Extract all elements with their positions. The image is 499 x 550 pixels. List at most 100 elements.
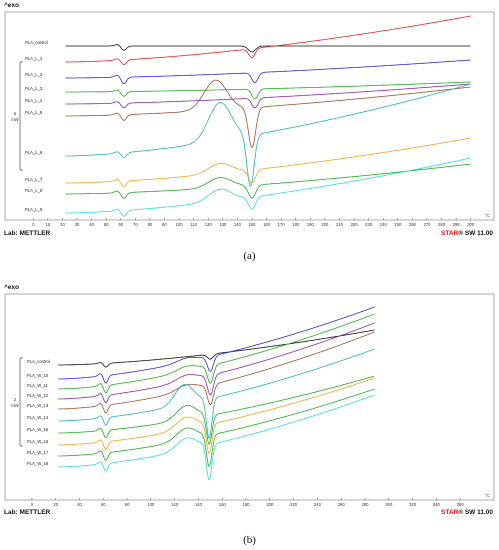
software-label: STAR® SW 11.00 (441, 230, 493, 237)
dsc-curve (58, 322, 375, 404)
caption-b: (b) (243, 534, 256, 546)
dsc-curve (65, 44, 471, 53)
series-label: PLA_W_16 (27, 439, 49, 444)
dsc-curve (58, 329, 375, 368)
series-label: PLA_L_6 (25, 150, 43, 155)
series-label: PLA_L_8 (25, 188, 43, 193)
exo-label: ^exo (4, 2, 19, 9)
dsc-curve (65, 157, 471, 217)
x-tick-label: 360 (457, 502, 465, 507)
x-tick-label: 260 (338, 502, 346, 507)
x-tick-label: 230 (365, 222, 373, 227)
series-label: PLA_L_7 (25, 177, 43, 182)
series-label: PLA_W_17 (27, 450, 49, 455)
x-tick-label: 100 (147, 502, 155, 507)
dsc-curve (65, 79, 471, 149)
x-tick-label: 70 (133, 222, 138, 227)
series-label: PLA_control (25, 40, 48, 45)
exo-label: ^exo (4, 284, 19, 291)
series-label: PLA_W_12 (27, 393, 49, 398)
x-tick-label: 60 (118, 222, 123, 227)
x-tick-label: 160 (219, 502, 227, 507)
x-tick-label: 190 (307, 222, 315, 227)
series-label: PLA_W_15 (27, 427, 49, 432)
x-tick-label: 120 (171, 502, 179, 507)
x-tick-label: 220 (351, 222, 359, 227)
x-tick-label: 130 (219, 222, 227, 227)
scale-bar-unit: mW (11, 117, 18, 122)
x-tick-label: 40 (77, 502, 82, 507)
x-tick-label: 250 (394, 222, 402, 227)
series-label: PLA_W_11 (27, 383, 49, 388)
x-unit-label: °C (485, 493, 490, 498)
x-tick-label: 210 (336, 222, 344, 227)
x-tick-label: 180 (243, 502, 251, 507)
x-tick-label: 60 (101, 502, 106, 507)
x-tick-label: 10 (46, 222, 51, 227)
dsc-curve (58, 394, 375, 481)
x-tick-label: 0 (31, 502, 34, 507)
scale-bar-value: 5 (14, 111, 17, 116)
dsc-panel-a: ^exo 0 10 20 30 40 50 60 70 80 90 100 110 120 130 140 1… (0, 0, 499, 268)
x-tick-label: 50 (104, 222, 109, 227)
series-label: PLA_L_5 (25, 110, 43, 115)
dsc-panel-b: ^exo 0 20 40 60 80 100 120 140 160 180 200 220 240 26… (0, 276, 499, 550)
dsc-curve (58, 306, 375, 384)
dsc-curve (65, 137, 471, 188)
series-label: PLA_W_18 (27, 461, 49, 466)
scale-bar-unit: mW (11, 403, 18, 408)
dsc-curves: PLA_control PLA_L_1 PLA_L_3 PLA_L_3 PLA_L_4 P… (25, 15, 471, 217)
dsc-curve (58, 388, 375, 467)
dsc-curve (58, 375, 375, 445)
scale-bar-value: 2 (14, 397, 17, 402)
dsc-curve (58, 331, 375, 414)
x-tick-label: 30 (75, 222, 80, 227)
x-tick-label: 140 (195, 502, 203, 507)
series-label: PLA_L_4 (25, 98, 43, 103)
scale-bar: 2mW (11, 357, 23, 447)
x-tick-label: 0 (32, 222, 35, 227)
x-tick-label: 20 (53, 502, 58, 507)
x-tick-label: 170 (278, 222, 286, 227)
x-tick-label: 200 (321, 222, 329, 227)
x-tick-label: 40 (89, 222, 94, 227)
plot-frame (4, 11, 495, 221)
dsc-curve (58, 313, 375, 394)
series-label: PLA_W_10 (27, 373, 49, 378)
lab-label: Lab: METTLER (4, 230, 51, 237)
x-tick-label: 100 (176, 222, 184, 227)
dsc-curve (65, 59, 471, 85)
series-label: PLA_control (27, 359, 50, 364)
series-label: PLA_W_14 (27, 415, 49, 420)
dsc-chart-b: 0 20 40 60 80 100 120 140 160 180 200 220 240 260 280 3… (4, 293, 495, 507)
series-label: PLA_W_13 (27, 403, 49, 408)
series-label: PLA_L_9 (25, 207, 43, 212)
x-axis: 0 20 40 60 80 100 120 140 160 180 200 220 240 260 280 3… (31, 493, 490, 507)
x-tick-label: 290 (453, 222, 461, 227)
x-tick-label: 240 (380, 222, 388, 227)
x-tick-label: 90 (162, 222, 167, 227)
x-tick-label: 280 (362, 502, 370, 507)
series-label: PLA_L_1 (25, 56, 43, 61)
x-tick-label: 300 (467, 222, 475, 227)
x-tick-label: 180 (292, 222, 300, 227)
x-tick-label: 110 (190, 222, 197, 227)
x-axis: 0 10 20 30 40 50 60 70 80 90 100 110 120 130 140 150 160… (32, 213, 490, 227)
dsc-curve (58, 348, 375, 439)
series-label: PLA_L_3 (25, 72, 43, 77)
x-tick-label: 160 (263, 222, 271, 227)
dsc-curve (65, 15, 471, 66)
x-tick-label: 220 (290, 502, 298, 507)
x-tick-label: 200 (266, 502, 274, 507)
x-tick-label: 80 (148, 222, 153, 227)
dsc-curve (65, 83, 471, 109)
x-tick-label: 120 (205, 222, 213, 227)
dsc-curve (58, 377, 375, 454)
dsc-curves: PLA_control PLA_W_10 PLA_W_11 PLA_W_12 PLA_W… (27, 306, 375, 481)
dsc-curve (65, 81, 471, 100)
x-tick-label: 20 (60, 222, 65, 227)
x-tick-label: 260 (409, 222, 417, 227)
x-tick-label: 300 (385, 502, 393, 507)
x-tick-label: 240 (314, 502, 322, 507)
x-tick-label: 340 (433, 502, 441, 507)
